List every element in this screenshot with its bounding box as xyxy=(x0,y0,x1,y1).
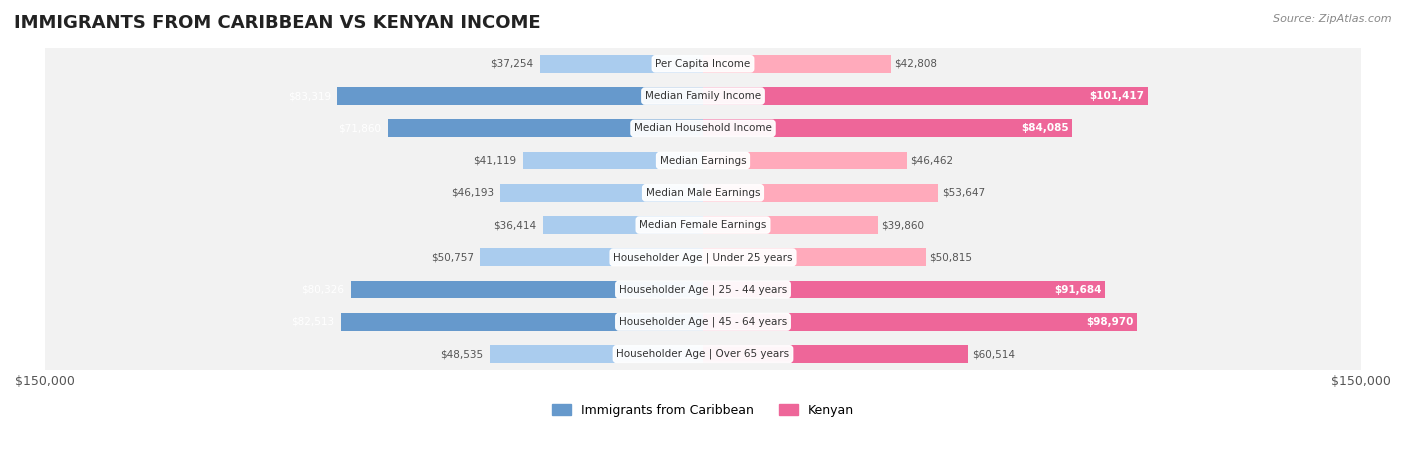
Bar xyxy=(45,48,1361,80)
Bar xyxy=(45,177,1361,209)
Text: $50,757: $50,757 xyxy=(430,252,474,262)
Text: $42,808: $42,808 xyxy=(894,59,936,69)
Bar xyxy=(45,338,1361,370)
Text: Source: ZipAtlas.com: Source: ZipAtlas.com xyxy=(1274,14,1392,24)
Text: Householder Age | Under 25 years: Householder Age | Under 25 years xyxy=(613,252,793,262)
Legend: Immigrants from Caribbean, Kenyan: Immigrants from Caribbean, Kenyan xyxy=(547,399,859,422)
Bar xyxy=(703,152,907,170)
Text: $91,684: $91,684 xyxy=(1054,284,1102,295)
Bar xyxy=(703,248,927,266)
Bar xyxy=(703,313,1137,331)
Text: $71,860: $71,860 xyxy=(339,123,381,133)
Text: $60,514: $60,514 xyxy=(972,349,1015,359)
Text: Median Family Income: Median Family Income xyxy=(645,91,761,101)
Bar xyxy=(45,306,1361,338)
Text: $46,193: $46,193 xyxy=(451,188,494,198)
Text: $37,254: $37,254 xyxy=(489,59,533,69)
Text: $82,513: $82,513 xyxy=(291,317,335,327)
Bar xyxy=(45,144,1361,177)
Text: $83,319: $83,319 xyxy=(288,91,330,101)
Bar xyxy=(337,87,703,105)
Bar xyxy=(703,87,1147,105)
Text: IMMIGRANTS FROM CARIBBEAN VS KENYAN INCOME: IMMIGRANTS FROM CARIBBEAN VS KENYAN INCO… xyxy=(14,14,541,32)
Bar xyxy=(481,248,703,266)
Text: Median Household Income: Median Household Income xyxy=(634,123,772,133)
Text: $41,119: $41,119 xyxy=(472,156,516,166)
Text: $84,085: $84,085 xyxy=(1021,123,1069,133)
Bar xyxy=(703,281,1105,298)
Bar xyxy=(703,345,969,363)
Text: $46,462: $46,462 xyxy=(910,156,953,166)
Text: Per Capita Income: Per Capita Income xyxy=(655,59,751,69)
Bar xyxy=(45,80,1361,112)
Text: Median Female Earnings: Median Female Earnings xyxy=(640,220,766,230)
Bar xyxy=(703,120,1071,137)
Text: Householder Age | Over 65 years: Householder Age | Over 65 years xyxy=(616,349,790,359)
Bar xyxy=(543,216,703,234)
Bar xyxy=(703,55,891,73)
Bar xyxy=(388,120,703,137)
Text: $39,860: $39,860 xyxy=(882,220,924,230)
Text: $80,326: $80,326 xyxy=(301,284,344,295)
Bar xyxy=(703,184,938,202)
Bar xyxy=(45,241,1361,274)
Bar xyxy=(540,55,703,73)
Bar xyxy=(342,313,703,331)
Text: $50,815: $50,815 xyxy=(929,252,972,262)
Text: Median Male Earnings: Median Male Earnings xyxy=(645,188,761,198)
Text: $48,535: $48,535 xyxy=(440,349,484,359)
Bar xyxy=(45,209,1361,241)
Text: $53,647: $53,647 xyxy=(942,188,984,198)
Bar xyxy=(501,184,703,202)
Text: Householder Age | 25 - 44 years: Householder Age | 25 - 44 years xyxy=(619,284,787,295)
Bar xyxy=(45,274,1361,306)
Text: Median Earnings: Median Earnings xyxy=(659,156,747,166)
Text: $98,970: $98,970 xyxy=(1087,317,1133,327)
Bar xyxy=(491,345,703,363)
Bar xyxy=(523,152,703,170)
Bar xyxy=(350,281,703,298)
Text: $36,414: $36,414 xyxy=(494,220,537,230)
Text: $101,417: $101,417 xyxy=(1090,91,1144,101)
Bar xyxy=(703,216,877,234)
Bar xyxy=(45,112,1361,144)
Text: Householder Age | 45 - 64 years: Householder Age | 45 - 64 years xyxy=(619,317,787,327)
